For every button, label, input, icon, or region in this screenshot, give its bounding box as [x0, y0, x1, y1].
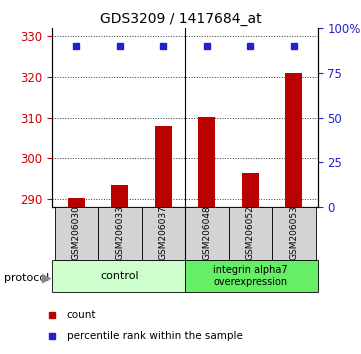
- Text: GSM206033: GSM206033: [115, 205, 124, 260]
- Bar: [98, 207, 142, 260]
- Bar: [242, 172, 259, 207]
- Text: count: count: [67, 310, 96, 320]
- Text: GSM206037: GSM206037: [159, 205, 168, 260]
- Bar: [229, 207, 272, 260]
- Text: GSM206053: GSM206053: [289, 205, 298, 260]
- Bar: [185, 207, 229, 260]
- Bar: [68, 198, 85, 207]
- Text: GSM206030: GSM206030: [72, 205, 81, 260]
- Bar: [185, 260, 318, 292]
- Text: GSM206048: GSM206048: [202, 205, 211, 260]
- Text: integrin alpha7
overexpression: integrin alpha7 overexpression: [213, 265, 288, 287]
- Bar: [142, 207, 185, 260]
- Text: percentile rank within the sample: percentile rank within the sample: [67, 331, 243, 341]
- Text: GDS3209 / 1417684_at: GDS3209 / 1417684_at: [100, 12, 261, 27]
- Text: control: control: [100, 271, 139, 281]
- Bar: [111, 185, 129, 207]
- Bar: [52, 260, 185, 292]
- Text: protocol: protocol: [4, 273, 49, 283]
- Text: GSM206052: GSM206052: [246, 205, 255, 260]
- Bar: [272, 207, 316, 260]
- Bar: [55, 207, 98, 260]
- Bar: [155, 126, 172, 207]
- Text: ▶: ▶: [42, 272, 51, 284]
- Bar: [285, 73, 303, 207]
- Bar: [198, 117, 216, 207]
